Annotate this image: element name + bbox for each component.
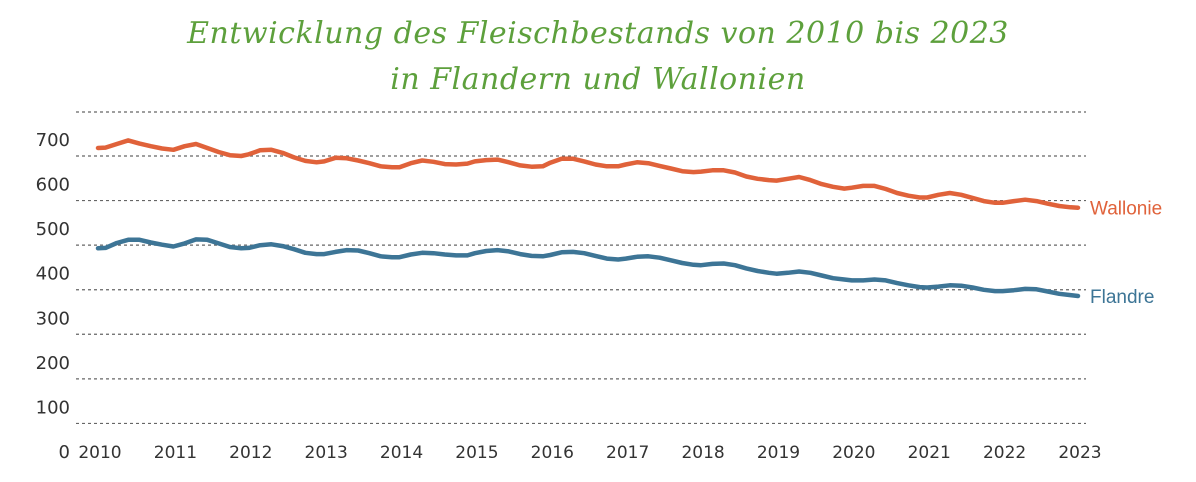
x-tick-label: 2011 (154, 443, 197, 463)
x-tick-label: 2020 (832, 443, 875, 463)
y-tick-label: 600 (36, 175, 70, 196)
series-line-flandre (95, 237, 1081, 299)
series-label-wallonie: Wallonie (1090, 199, 1162, 220)
chart-title: Entwicklung des Fleischbestands von 2010… (187, 16, 1009, 51)
x-tick-label: 2018 (681, 443, 724, 463)
chart-subtitle: in Flandern und Wallonien (390, 62, 806, 97)
x-tick-label: 2023 (1058, 443, 1101, 463)
gridlines (76, 111, 1086, 425)
x-tick-label: 2021 (908, 443, 951, 463)
x-tick-label: 2012 (229, 443, 272, 463)
y-tick-label: 300 (36, 308, 70, 329)
x-tick-label: 2014 (380, 443, 423, 463)
x-tick-label: 2016 (531, 443, 574, 463)
y-tick-label: 100 (36, 397, 70, 418)
x-tick-label: 2017 (606, 443, 649, 463)
y-tick-label: 500 (36, 219, 70, 240)
x-tick-label: 2019 (757, 443, 800, 463)
series-line-wallonie (95, 138, 1081, 210)
x-tick-label: 2013 (305, 443, 348, 463)
y-axis-ticks: 0 100 200 300 400 500 600 700 (36, 130, 70, 463)
y-tick-label: 0 (59, 442, 70, 463)
x-axis-ticks: 2010 2011 2012 2013 2014 2015 2016 2017 2018 2019… (78, 443, 1101, 463)
x-tick-label: 2015 (455, 443, 498, 463)
x-tick-label: 2022 (983, 443, 1026, 463)
y-tick-label: 400 (36, 264, 70, 285)
series-labels: Wallonie Flandre (1090, 199, 1162, 308)
y-tick-label: 200 (36, 353, 70, 374)
series-lines (95, 138, 1081, 299)
y-tick-label: 700 (36, 130, 70, 151)
x-tick-label: 2010 (78, 443, 121, 463)
series-label-flandre: Flandre (1090, 287, 1154, 308)
